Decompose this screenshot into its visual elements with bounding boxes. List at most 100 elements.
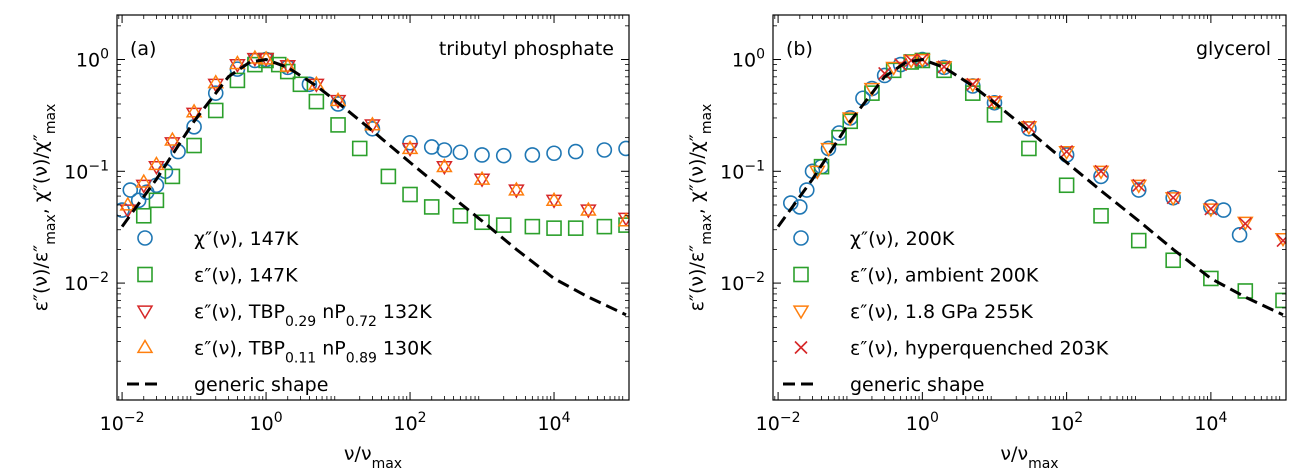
panel-b-series-0-point [1231, 227, 1248, 243]
panel-a-series-1-point [186, 137, 202, 154]
panel-a-series-3 [119, 49, 629, 227]
panel-a-series-1-point [495, 217, 512, 233]
panel-a-series-3-point [436, 158, 453, 173]
panel-a-legend-item-0: χ″(ν), 147K [137, 228, 299, 250]
panel-a-panel-label: (a) [130, 38, 156, 60]
panel-a-series-0-point [122, 182, 139, 198]
panel-b-legend-swatch [792, 305, 810, 320]
panel-a-legend-swatch [136, 339, 154, 354]
panel-a-series-3-point [545, 191, 563, 206]
panel-b-series-0-point [1130, 182, 1147, 198]
panel-b-series-3-point [1060, 145, 1074, 159]
panel-a-series-0-point [567, 143, 584, 160]
panel-a-series-0-point [402, 134, 418, 151]
panel-b-series-2-point [1092, 165, 1110, 180]
panel-a-series-3-point [164, 131, 181, 146]
panel-a-legend-swatch [137, 230, 153, 246]
panel-a-series-3-point [617, 212, 629, 227]
panel-a-series-0-point [546, 145, 562, 162]
panel-b-series-1-point [1130, 232, 1147, 249]
panel-b-series-1-point [1021, 140, 1037, 157]
panel-b-legend-item-1: ε″(ν), ambient 200K [793, 265, 1039, 287]
panel-b-series-3-point [1204, 202, 1218, 216]
panel-a-legend-label: generic shape [194, 374, 328, 396]
panel-b-series-1-point [1203, 270, 1219, 287]
panel-b-series-4 [776, 58, 1284, 317]
panel-a-generic-shape-line [120, 58, 627, 317]
panel-a-series-3-point [185, 103, 203, 118]
panel-a-series-0-point [130, 192, 147, 209]
panel-a-series-1-point [292, 76, 309, 93]
panel-b-legend-label: generic shape [850, 374, 984, 396]
panel-b-series-3-point [878, 66, 892, 81]
panel-a-series-1-point [524, 218, 541, 235]
panel-a-series-3-point [401, 139, 419, 155]
panel-a-y-tick-label: 100 [76, 46, 109, 71]
panel-a-series-1-point [308, 93, 325, 110]
panel-a-legend-label: ε″(ν), TBP0.29 nP0.72 132K [194, 301, 432, 330]
panel-a-legend-swatch [137, 266, 153, 283]
panel-a: 10−2 100 102 104 10−2 10−1 100 ν/νmax ε″(ν)/ε″ma… [30, 14, 630, 468]
panel-b-legend-item-4: generic shape [783, 374, 984, 396]
panel-a-series-1-point [207, 102, 224, 119]
panel-b-series-0-point [798, 182, 815, 198]
panel-a-series-2-point [580, 204, 597, 219]
panel-b-series-2 [809, 53, 1286, 248]
panel-a-series-2-point [545, 194, 563, 209]
panel-a-series-1-point [135, 207, 152, 224]
panel-b-series-3 [878, 52, 1286, 248]
panel-a-series-2-point [119, 204, 137, 219]
panel-b-legend-label: ε″(ν), hyperquenched 203K [850, 338, 1109, 360]
panel-a-series-2-point [229, 58, 246, 74]
panel-b-legend-item-3: ε″(ν), hyperquenched 203K [794, 338, 1109, 360]
panel-a-legend-item-4: generic shape [127, 374, 328, 396]
panel-b-legend-label: χ″(ν), 200K [850, 228, 955, 250]
panel-a-legend-item-2: ε″(ν), TBP0.29 nP0.72 132K [136, 301, 432, 330]
panel-b-series-1-point [842, 113, 859, 130]
panel-a-series-2-point [401, 142, 419, 157]
panel-a-legend-label: χ″(ν), 147K [194, 228, 299, 250]
panel-a-y-axis-label: ε″(ν)/ε″max, χ″(ν)/χ″max [30, 104, 59, 312]
panel-a-series-4 [120, 58, 627, 317]
panel-b-x-tick-label: 104 [1194, 410, 1227, 435]
panel-a-x-tick-label: 102 [393, 410, 426, 435]
panel-a-series-3-point [148, 156, 165, 171]
panel-b-series-2-point [986, 95, 1003, 111]
panel-a-series-1-point [229, 72, 246, 89]
panel-a-series-1-point [596, 218, 613, 235]
panel-a-series-3-point [364, 116, 381, 131]
panel-b-title: glycerol [1196, 38, 1271, 60]
panel-a-series-0-point [596, 142, 613, 158]
panel-a-legend-label: ε″(ν), 147K [194, 265, 298, 287]
panel-a-series-1-point [567, 220, 584, 236]
panel-b-series-1-point [1275, 292, 1286, 309]
panel-a-x-tick-label: 100 [250, 410, 283, 435]
panel-b-series-3-point [904, 53, 918, 68]
panel-a-series-3-point [229, 55, 246, 70]
panel-a-series-3-point [508, 181, 525, 196]
panel-b-series-3-point [1022, 120, 1036, 134]
panel-b-legend: χ″(ν), 200K ε″(ν), ambient 200K ε″(ν), 1.8… [783, 228, 1109, 396]
panel-a-series-1-point [351, 140, 368, 157]
panel-a-series-1-point [402, 186, 418, 203]
panel-b-x-tick-label: 102 [1050, 410, 1083, 435]
panel-b-x-tick-label: 10−2 [756, 410, 801, 435]
panel-a-series-0-point [618, 140, 629, 157]
panel-a-series-3-point [246, 49, 264, 64]
panel-b-y-axis-label: ε″(ν)/ε″max, χ″(ν)/χ″max [686, 104, 715, 312]
panel-a-legend: χ″(ν), 147K ε″(ν), 147K ε″(ν), TBP0.29 nP0… [127, 228, 432, 396]
panel-b-legend-label: ε″(ν), ambient 200K [850, 265, 1039, 287]
panel-b-x-axis-label: ν/νmax [1000, 443, 1058, 468]
panel-a-series-0-point [436, 142, 453, 158]
panel-a-series-1-point [148, 192, 165, 209]
panel-b-series-3-point [1132, 178, 1146, 192]
panel-b-series-2-point [1058, 145, 1075, 161]
panel-a-legend-label: ε″(ν), TBP0.11 nP0.89 130K [194, 338, 432, 367]
panel-a-series-0-point [301, 76, 318, 93]
panel-b-plot-area [776, 51, 1286, 317]
panel-b-panel-label: (b) [786, 38, 813, 60]
panel-b-series-1-point [864, 85, 880, 101]
panel-a-series-0-point [524, 147, 541, 163]
panel-a-series-1-point [423, 199, 440, 215]
